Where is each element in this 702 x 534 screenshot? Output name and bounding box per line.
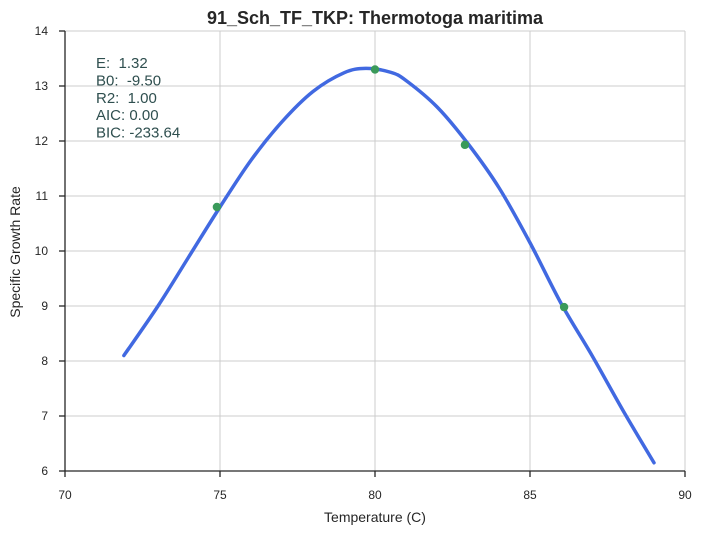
y-tick-label: 6: [41, 464, 48, 478]
y-tick-label: 9: [41, 299, 48, 313]
fit-stat-label: E: 1.32: [96, 55, 148, 72]
observed-data-point: [559, 302, 569, 312]
observed-data-point: [212, 202, 222, 212]
observed-data-point: [370, 65, 380, 74]
fit-stat-label: B0: -9.50: [96, 72, 161, 89]
y-tick-label: 12: [35, 134, 49, 148]
x-tick-label: 80: [368, 488, 382, 502]
observed-data-point: [460, 140, 470, 150]
y-tick-label: 10: [35, 244, 49, 258]
fit-stat-label: AIC: 0.00: [96, 107, 159, 124]
x-tick-label: 90: [678, 488, 692, 502]
series: [122, 65, 656, 465]
fitted-curve-line: [122, 66, 656, 465]
y-axis-label: Specific Growth Rate: [7, 186, 23, 318]
y-tick-label: 14: [35, 24, 49, 38]
y-tick-label: 8: [41, 354, 48, 368]
y-tick-label: 11: [36, 189, 49, 203]
fit-stat-label: BIC: -233.64: [96, 125, 180, 142]
x-tick-label: 85: [523, 488, 537, 502]
chart-title: 91_Sch_TF_TKP: Thermotoga maritima: [207, 8, 544, 28]
axes: 70 75 80 85 90 6 7 8 9 10 11 12 13 14: [35, 24, 692, 502]
y-tick-label: 13: [35, 79, 49, 93]
x-tick-label: 75: [213, 488, 227, 502]
x-tick-label: 70: [58, 488, 72, 502]
y-tick-label: 7: [41, 409, 48, 423]
x-axis-label: Temperature (C): [324, 509, 426, 525]
fit-stat-label: R2: 1.00: [96, 90, 157, 107]
grid-lines: [65, 30, 686, 471]
